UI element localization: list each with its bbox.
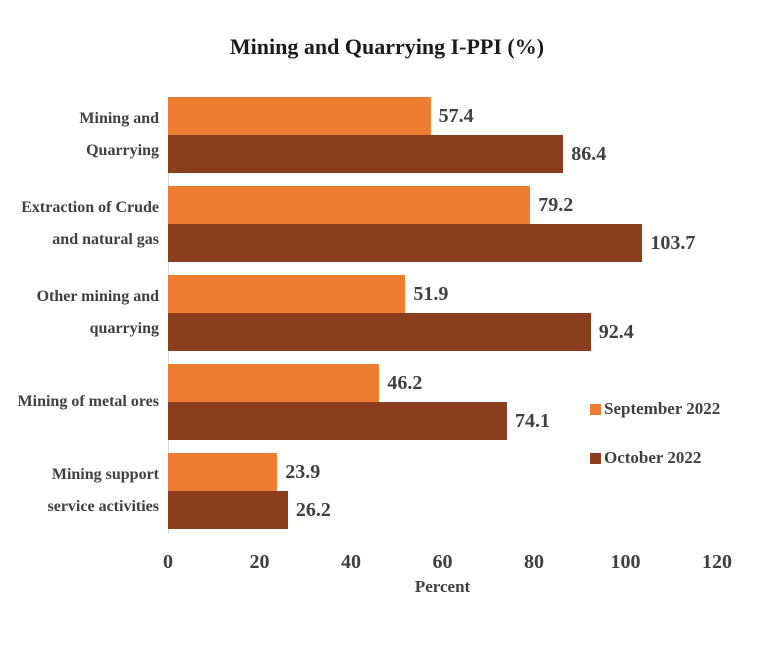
x-axis-tick: 20 bbox=[249, 551, 270, 573]
bar-october-2022 bbox=[168, 491, 288, 529]
bar-group: 57.4 86.4 bbox=[168, 97, 774, 173]
bar-group: 23.9 26.2 bbox=[168, 453, 774, 529]
category-label: Mining of metal ores bbox=[0, 364, 168, 440]
category-label: Mining and Quarrying bbox=[0, 97, 168, 173]
category-label-line: Extraction of Crude bbox=[21, 199, 159, 216]
x-axis-tick: 0 bbox=[163, 551, 173, 573]
x-axis-tick: 100 bbox=[610, 551, 641, 573]
bar-row: 57.4 bbox=[168, 97, 774, 135]
bar-october-2022 bbox=[168, 313, 591, 351]
bar-october-2022 bbox=[168, 135, 564, 173]
bar-row: 26.2 bbox=[168, 491, 774, 529]
legend-swatch-icon bbox=[590, 403, 601, 415]
bar-group: 46.2 74.1 bbox=[168, 364, 774, 440]
legend: September 2022 October 2022 bbox=[590, 399, 720, 497]
category-label-line: Mining support bbox=[51, 466, 159, 483]
chart-row: Extraction of Crude and natural gas 79.2 10… bbox=[0, 186, 774, 262]
bar-row: 51.9 bbox=[168, 275, 774, 313]
bar-value-label: 86.4 bbox=[571, 142, 607, 165]
chart-row: Other mining and quarrying 51.9 92.4 bbox=[0, 275, 774, 351]
x-axis-tick: 40 bbox=[341, 551, 361, 573]
bar-value-label: 23.9 bbox=[285, 460, 321, 483]
category-label-line: Other mining and bbox=[36, 288, 159, 305]
bar-row: 79.2 bbox=[168, 186, 774, 224]
chart-row: Mining support service activities 23.9 26.2 bbox=[0, 453, 774, 529]
category-label: Extraction of Crude and natural gas bbox=[0, 186, 168, 262]
x-axis-ticks: 0 20 40 60 80 100 120 bbox=[163, 551, 732, 577]
bar-october-2022 bbox=[168, 224, 643, 262]
legend-item-september-2022: September 2022 bbox=[590, 399, 720, 419]
bar-value-label: 92.4 bbox=[598, 320, 634, 343]
category-label-line: Mining of metal ores bbox=[17, 393, 159, 410]
category-label: Mining support service activities bbox=[0, 453, 168, 529]
legend-item-october-2022: October 2022 bbox=[590, 448, 720, 468]
category-label: Other mining and quarrying bbox=[0, 275, 168, 351]
bar-value-label: 26.2 bbox=[295, 498, 331, 521]
chart-row: Mining of metal ores 46.2 74.1 bbox=[0, 364, 774, 440]
bar-value-label: 46.2 bbox=[387, 371, 423, 394]
bar-value-label: 57.4 bbox=[438, 104, 474, 127]
chart-rows: Mining and Quarrying 57.4 86.4 Extraction of… bbox=[0, 97, 774, 542]
bar-row: 103.7 bbox=[168, 224, 774, 262]
chart-title: Mining and Quarrying I-PPI (%) bbox=[229, 34, 545, 59]
legend-label: October 2022 bbox=[604, 448, 702, 467]
x-axis-tick: 120 bbox=[702, 551, 732, 573]
category-label-line: service activities bbox=[47, 498, 160, 515]
bar-value-label: 103.7 bbox=[650, 231, 696, 254]
bar-september-2022 bbox=[168, 364, 380, 402]
category-label-line: Quarrying bbox=[86, 142, 159, 159]
chart-row: Mining and Quarrying 57.4 86.4 bbox=[0, 97, 774, 173]
bar-value-label: 51.9 bbox=[413, 282, 449, 305]
bar-row: 46.2 bbox=[168, 364, 774, 402]
bar-group: 79.2 103.7 bbox=[168, 186, 774, 262]
bar-row: 23.9 bbox=[168, 453, 774, 491]
bar-row: 86.4 bbox=[168, 135, 774, 173]
bar-september-2022 bbox=[168, 453, 278, 491]
bar-row: 74.1 bbox=[168, 402, 774, 440]
category-label-line: quarrying bbox=[89, 320, 159, 337]
legend-label: September 2022 bbox=[604, 399, 721, 418]
x-axis-tick: 60 bbox=[432, 551, 453, 573]
bar-september-2022 bbox=[168, 275, 406, 313]
x-axis-tick: 80 bbox=[524, 551, 544, 573]
bar-group: 51.9 92.4 bbox=[168, 275, 774, 351]
category-label-line: and natural gas bbox=[52, 231, 159, 248]
bar-september-2022 bbox=[168, 186, 531, 224]
bar-row: 92.4 bbox=[168, 313, 774, 351]
legend-swatch-icon bbox=[590, 452, 601, 464]
bar-october-2022 bbox=[168, 402, 507, 440]
category-label-line: Mining and bbox=[79, 110, 159, 127]
bar-value-label: 79.2 bbox=[538, 193, 574, 216]
bar-september-2022 bbox=[168, 97, 431, 135]
x-axis-title: Percent bbox=[414, 577, 471, 596]
bar-value-label: 74.1 bbox=[515, 409, 550, 432]
